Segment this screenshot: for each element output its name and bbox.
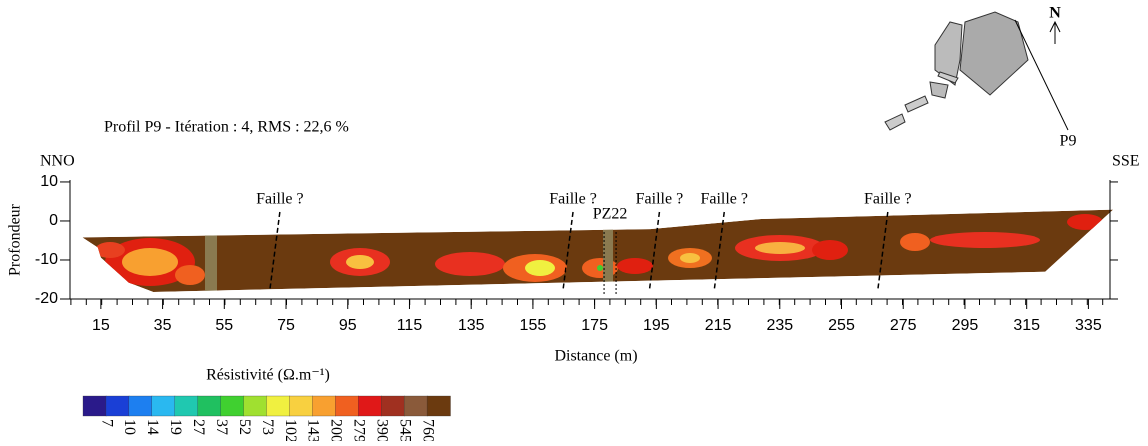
color-swatch [243,395,268,417]
x-tick-label: 255 [828,317,855,334]
colorbar-label: 143 [305,419,322,441]
x-tick-label: 275 [890,317,917,334]
map-inset: N P9 [884,5,1077,150]
color-swatch [266,395,291,417]
colorbar-label: 390 [374,419,391,441]
x-tick-label: 35 [154,317,172,334]
colorbar-label: 27 [190,419,207,435]
fault-line [877,211,889,291]
profile-label: P9 [1060,133,1077,150]
color-swatch [426,395,451,417]
colorbar-label: 52 [236,419,253,435]
x-tick-label: 155 [520,317,547,334]
x-tick-label: 15 [92,317,110,334]
color-swatch [358,395,382,417]
x-tick-label: 175 [581,317,608,334]
fault-line [713,211,725,291]
color-swatch [105,395,130,417]
y-axis-label: Profondeur [7,203,24,276]
color-swatch [335,395,359,417]
fault-line [648,211,661,291]
x-tick-label: 135 [458,317,485,334]
color-swatch [197,395,222,417]
colorbar-title: Résistivité (Ω.m⁻¹) [206,367,330,384]
right-label: SSE [1112,153,1140,170]
colorbar-label: 102 [282,419,299,441]
x-tick-label: 195 [643,317,670,334]
colorbar-label: 37 [213,419,230,435]
colorbar-label: 14 [144,419,161,435]
x-tick-label: 55 [215,317,233,334]
fault-label: Faille ? [256,191,304,208]
fault-label: Faille ? [864,191,912,208]
fault-label: Faille ? [636,191,684,208]
colorbar-label: 10 [121,419,138,435]
y-tick-label: 0 [49,212,58,229]
y-tick-label: -20 [35,290,58,307]
x-tick-label: 335 [1075,317,1102,334]
north-label: N [1049,5,1061,22]
color-swatch [128,395,153,417]
y-tick-label: 10 [40,173,58,190]
x-tick-label: 75 [277,317,295,334]
colorbar-label: 73 [259,419,276,435]
x-tick-label: 215 [705,317,732,334]
colorbar-label: 760 [419,419,436,441]
well-label: PZ22 [593,206,628,223]
color-swatch [381,395,405,417]
anomalies [95,214,1103,292]
colorbar-label: 279 [351,419,368,441]
minor-ticks [70,299,1110,306]
color-swatch [174,395,199,417]
y-tick-label: -10 [35,251,58,268]
x-tick-label: 95 [339,317,357,334]
chart-title: Profil P9 - Itération : 4, RMS : 22,6 % [104,119,349,136]
color-swatch [82,395,107,417]
fault-line [562,211,574,291]
colorbar-label: 200 [328,419,345,441]
x-axis-label: Distance (m) [554,348,637,365]
fault-line [269,211,281,291]
x-tick-label: 235 [766,317,793,334]
colorbar-label: 7 [98,419,115,427]
x-tick-label: 315 [1013,317,1040,334]
colorbar-label: 19 [167,419,184,435]
color-swatch [403,395,428,417]
color-swatch [151,395,176,417]
color-swatch [220,395,245,417]
color-swatch [312,395,336,417]
color-swatch [289,395,314,417]
left-label: NNO [40,153,75,170]
fault-label: Faille ? [700,191,748,208]
fault-label: Faille ? [549,191,597,208]
colorbar-label: 545 [396,419,413,441]
section [82,209,1114,292]
x-tick-label: 115 [397,317,423,334]
x-tick-label: 295 [952,317,979,334]
